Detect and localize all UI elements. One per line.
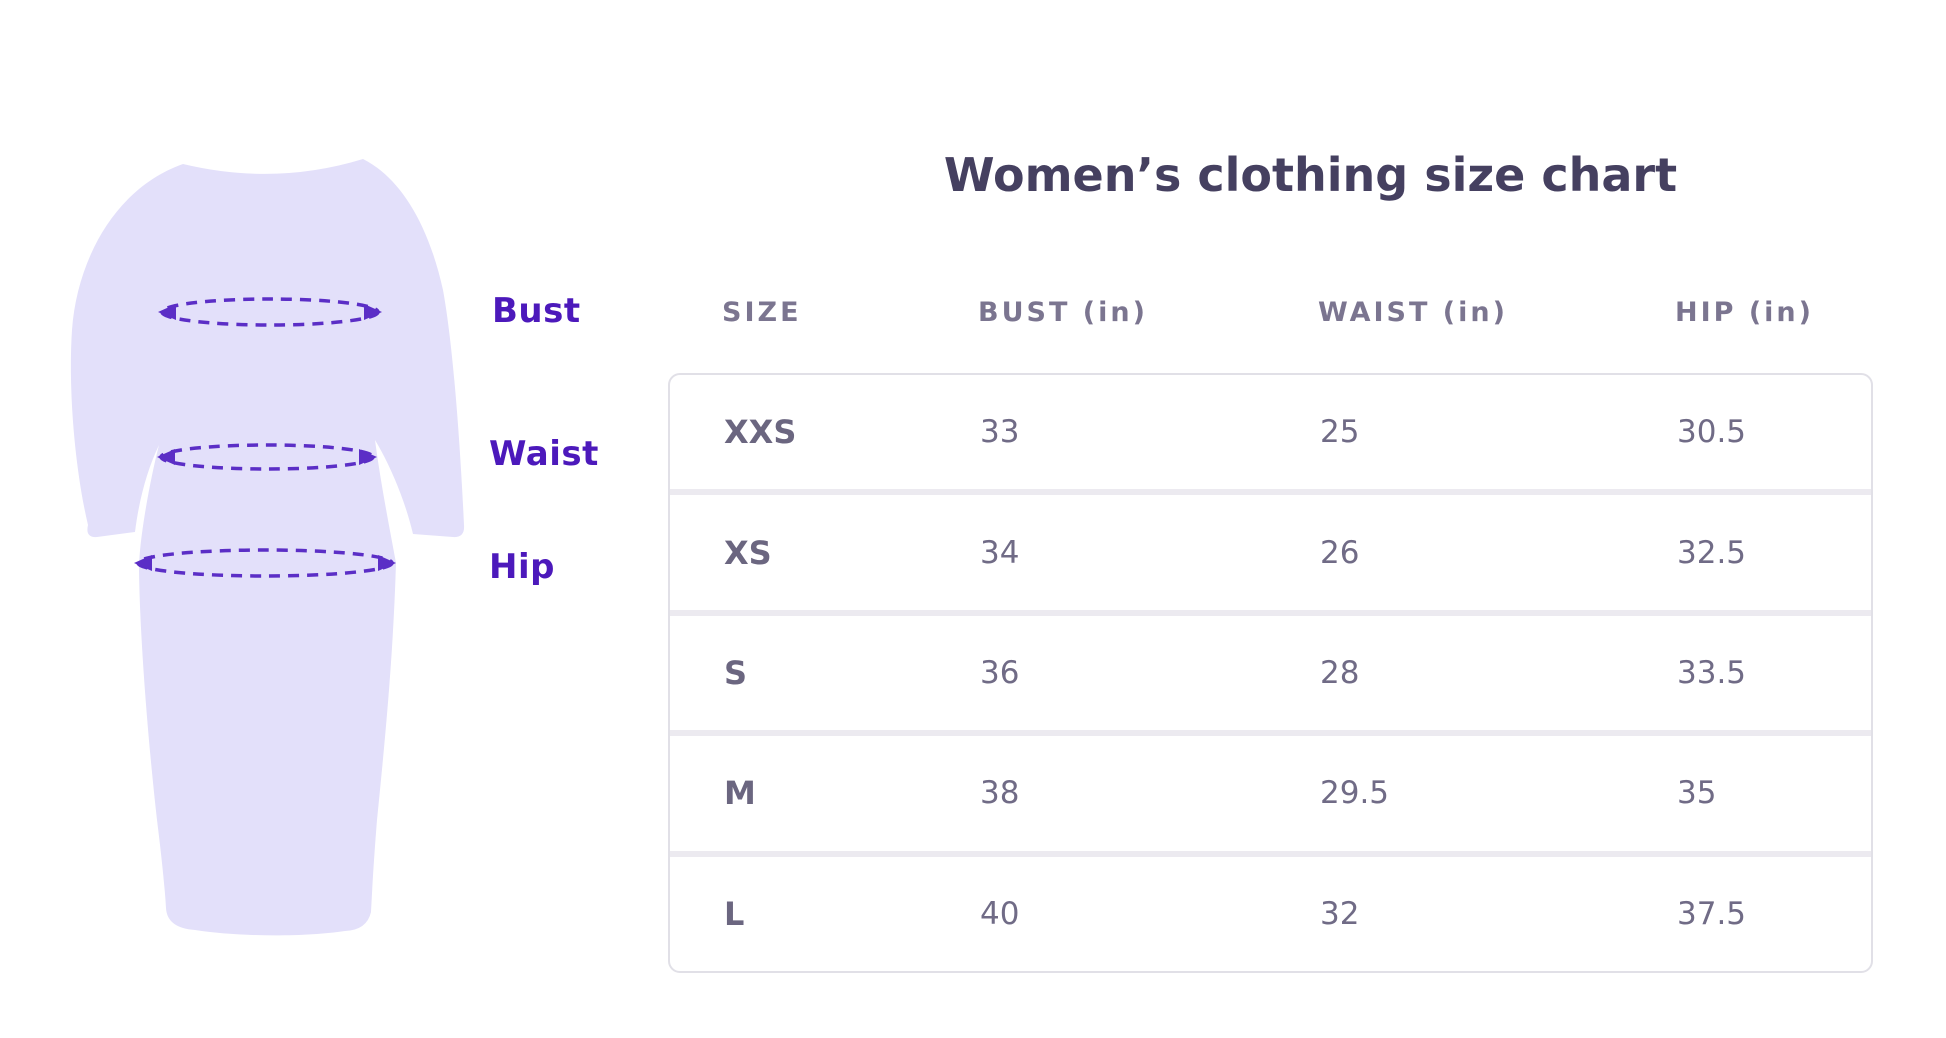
hip-value: 32.5	[1677, 534, 1747, 571]
hip-value: 35	[1677, 775, 1717, 812]
column-header-hip: HIP (in)	[1675, 297, 1814, 328]
hip-value: 33.5	[1677, 655, 1747, 692]
waist-value: 25	[1320, 414, 1360, 451]
table-row-m: M 38 29.5 35	[670, 730, 1871, 850]
bust-value: 34	[980, 534, 1020, 571]
page-title: Women’s clothing size chart	[943, 148, 1678, 202]
waist-value: 26	[1320, 534, 1360, 571]
table-row-xs: XS 34 26 32.5	[670, 489, 1871, 609]
size-value: L	[724, 894, 745, 933]
table-row-l: L 40 32 37.5	[670, 850, 1871, 971]
dress-shape	[70, 159, 465, 936]
size-table: XXS 33 25 30.5 XS 34 26 32.5 S 36 28 33.…	[668, 373, 1873, 973]
bust-value: 33	[980, 414, 1020, 451]
waist-value: 28	[1320, 655, 1360, 692]
table-row-xxs: XXS 33 25 30.5	[670, 375, 1871, 489]
size-value: XXS	[724, 413, 797, 452]
waist-measure-arrows	[157, 449, 377, 465]
size-value: XS	[724, 533, 772, 572]
hip-value: 37.5	[1677, 895, 1747, 932]
dress-silhouette-svg	[70, 159, 465, 936]
bust-value: 36	[980, 655, 1020, 692]
bust-measure-arrows	[158, 304, 382, 320]
column-header-bust: BUST (in)	[978, 297, 1148, 328]
waist-label: Waist	[489, 434, 599, 474]
table-header-row: SIZE BUST (in) WAIST (in) HIP (in)	[668, 297, 1873, 333]
bust-value: 40	[980, 895, 1020, 932]
hip-value: 30.5	[1677, 414, 1747, 451]
dress-illustration	[55, 140, 475, 970]
table-row-s: S 36 28 33.5	[670, 609, 1871, 730]
hip-measure-arrows	[134, 555, 396, 571]
bust-value: 38	[980, 775, 1020, 812]
size-value: M	[724, 774, 756, 813]
waist-value: 32	[1320, 895, 1360, 932]
size-value: S	[724, 654, 748, 693]
column-header-waist: WAIST (in)	[1318, 297, 1508, 328]
hip-label: Hip	[489, 547, 555, 587]
waist-value: 29.5	[1320, 775, 1390, 812]
bust-label: Bust	[492, 291, 581, 331]
column-header-size: SIZE	[722, 297, 802, 328]
